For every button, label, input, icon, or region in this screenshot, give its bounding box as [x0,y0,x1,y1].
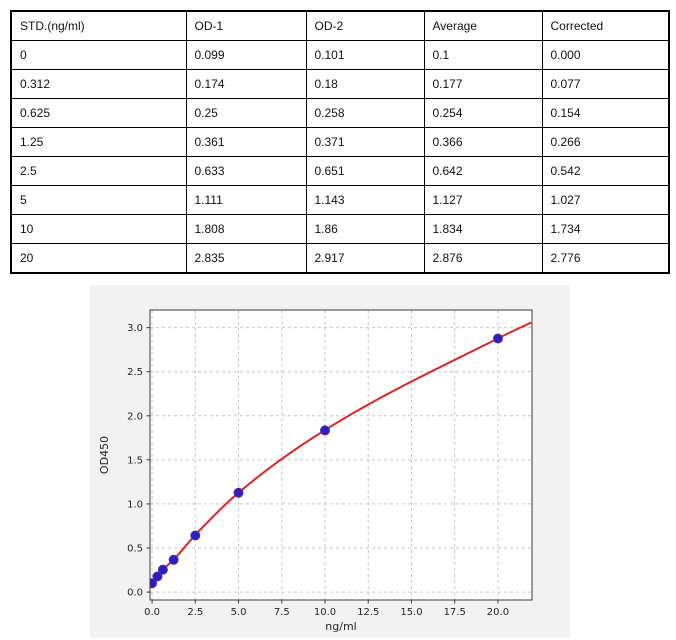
tick-marks [146,327,499,604]
data-point [157,564,168,575]
table-header-row: STD.(ng/ml) OD-1 OD-2 Average Corrected [10,10,670,41]
table-row: 20 2.835 2.917 2.876 2.776 [10,243,670,274]
gridlines [150,310,532,600]
table-cell: 0.154 [541,98,670,128]
table-cell: 0.000 [541,40,670,70]
y-axis-label: OD450 [98,436,111,474]
table-cell: 0.633 [185,156,307,186]
x-tick-label: 17.5 [444,607,466,618]
table-cell: 0.542 [541,156,670,186]
table-cell: 1.808 [185,214,307,244]
x-tick-label: 0.0 [144,607,160,618]
x-tick-label: 12.5 [357,607,379,618]
table-cell: 1.734 [541,214,670,244]
table-cell: 0.254 [423,98,543,128]
column-header-od-2: OD-2 [305,10,425,41]
data-point [150,578,158,589]
table-cell: 0.312 [10,69,187,99]
table-cell: 0.177 [423,69,543,99]
table-row: 2.5 0.633 0.651 0.642 0.542 [10,156,670,186]
table-cell: 0.1 [423,40,543,70]
table-cell: 0.366 [423,127,543,157]
standard-curve-chart: 0.0 2.5 5.0 7.5 10.0 12.5 15.0 17.5 20.0 0.0 0.5 1.… [90,285,570,638]
data-point [168,554,179,565]
table-row: 0 0.099 0.101 0.1 0.000 [10,40,670,70]
table-cell: 0.625 [10,98,187,128]
standard-table: STD.(ng/ml) OD-1 OD-2 Average Corrected 0 0.0… [10,10,670,274]
table-cell: 0.258 [305,98,425,128]
column-header-od-1: OD-1 [185,10,307,41]
data-point [233,487,244,498]
y-tick-label: 0.0 [127,588,143,599]
table-row: 10 1.808 1.86 1.834 1.734 [10,214,670,244]
table-row: 0.625 0.25 0.258 0.254 0.154 [10,98,670,128]
y-tick-label: 2.5 [127,367,143,378]
column-header-std: STD.(ng/ml) [10,10,187,41]
table-cell: 1.834 [423,214,543,244]
column-header-corrected: Corrected [541,10,670,41]
table-row: 0.312 0.174 0.18 0.177 0.077 [10,69,670,99]
table-cell: 2.835 [185,243,307,274]
data-point [492,333,503,344]
plot-border [149,309,533,601]
table-row: 1.25 0.361 0.371 0.366 0.266 [10,127,670,157]
plot-background [150,310,532,600]
x-tick-label: 15.0 [400,607,422,618]
table-cell: 0.101 [305,40,425,70]
y-tick-label: 0.5 [127,543,143,554]
table-cell: 0.361 [185,127,307,157]
table-cell: 10 [10,214,187,244]
fit-curve [151,321,532,586]
table-cell: 0.099 [185,40,307,70]
x-tick-label: 5.0 [231,607,247,618]
data-point [190,530,201,541]
y-tick-label: 2.0 [127,411,143,422]
x-tick-label: 20.0 [487,607,509,618]
table-cell: 0.642 [423,156,543,186]
y-tick-label: 1.0 [127,499,143,510]
table-cell: 1.027 [541,185,670,215]
table-cell: 20 [10,243,187,274]
table-cell: 1.86 [305,214,425,244]
data-point [320,425,331,436]
table-row: 5 1.111 1.143 1.127 1.027 [10,185,670,215]
x-tick-label: 2.5 [187,607,203,618]
table-cell: 2.776 [541,243,670,274]
table-cell: 0.651 [305,156,425,186]
table-cell: 0 [10,40,187,70]
table-cell: 0.266 [541,127,670,157]
table-cell: 0.174 [185,69,307,99]
table-cell: 5 [10,185,187,215]
column-header-average: Average [423,10,543,41]
data-points [150,333,503,589]
table-cell: 1.25 [10,127,187,157]
y-tick-label: 1.5 [127,455,143,466]
table-cell: 2.876 [423,243,543,274]
table-cell: 2.5 [10,156,187,186]
table-cell: 0.077 [541,69,670,99]
table-cell: 0.18 [305,69,425,99]
table-cell: 2.917 [305,243,425,274]
table-cell: 0.25 [185,98,307,128]
x-axis-label: ng/ml [325,620,356,633]
table-cell: 1.111 [185,185,307,215]
table-cell: 1.127 [423,185,543,215]
table-cell: 1.143 [305,185,425,215]
x-tick-label: 10.0 [314,607,336,618]
standard-curve-figure: 0.0 2.5 5.0 7.5 10.0 12.5 15.0 17.5 20.0 0.0 0.5 1.… [90,285,570,638]
data-point [152,571,163,582]
y-tick-label: 3.0 [127,323,143,334]
x-tick-label: 7.5 [274,607,290,618]
table-cell: 0.371 [305,127,425,157]
